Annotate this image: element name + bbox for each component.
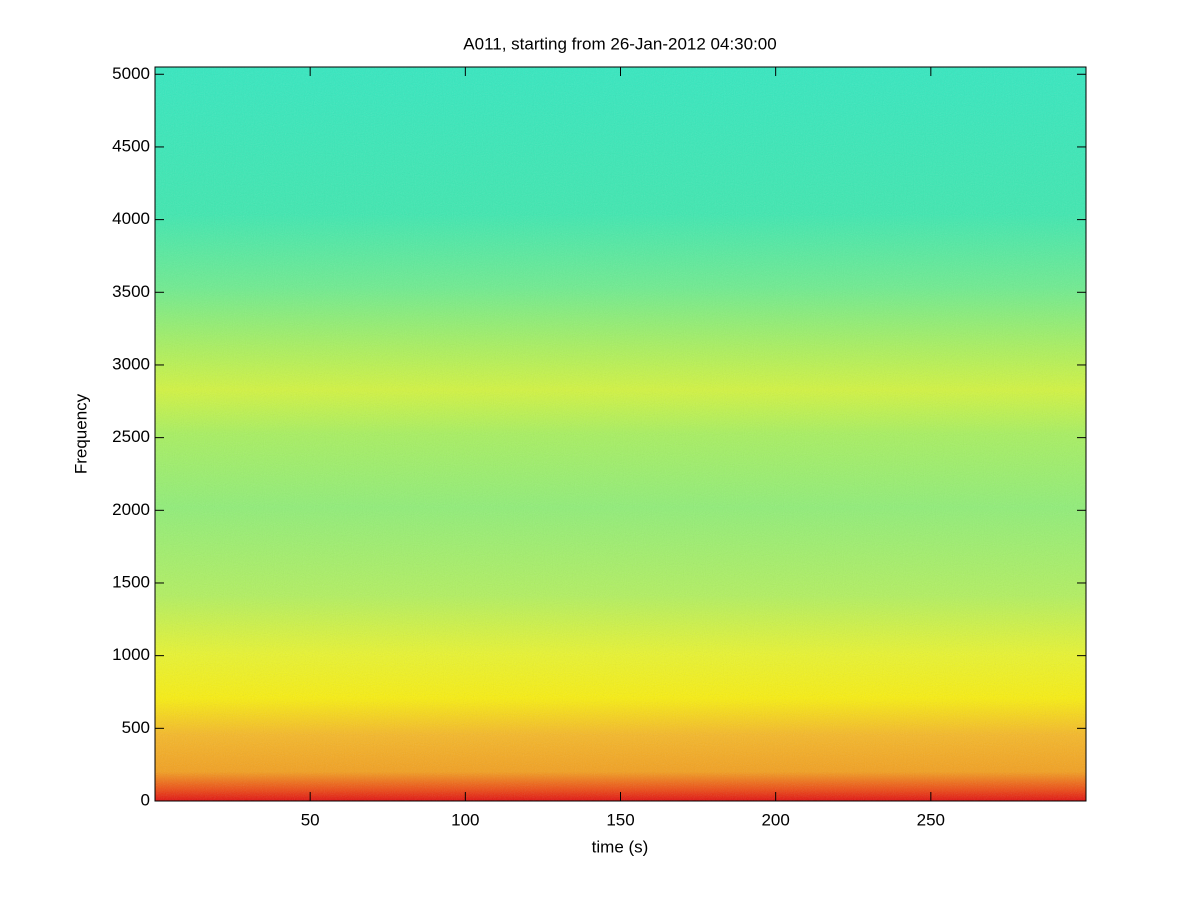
x-axis-label: time (s) — [592, 837, 649, 856]
y-tick-label: 5000 — [112, 64, 150, 83]
plot-area — [154, 66, 1087, 802]
x-tick-label: 200 — [761, 810, 789, 829]
y-tick-label: 0 — [141, 790, 150, 809]
y-tick-label: 2000 — [112, 500, 150, 519]
x-tick-label: 50 — [301, 810, 320, 829]
y-tick-label: 1000 — [112, 645, 150, 664]
x-tick-label: 100 — [451, 810, 479, 829]
y-tick-label: 3500 — [112, 282, 150, 301]
x-tick-label: 150 — [606, 810, 634, 829]
y-axis-label: Frequency — [71, 393, 90, 474]
y-tick-label: 2500 — [112, 427, 150, 446]
y-tick-label: 1500 — [112, 572, 150, 591]
y-tick-label: 3000 — [112, 354, 150, 373]
y-tick-label: 4500 — [112, 136, 150, 155]
x-tick-label: 250 — [917, 810, 945, 829]
y-tick-label: 4000 — [112, 209, 150, 228]
chart-title: A011, starting from 26-Jan-2012 04:30:00 — [463, 34, 776, 53]
spectrogram-texture — [155, 67, 1086, 801]
y-tick-label: 500 — [122, 718, 150, 737]
